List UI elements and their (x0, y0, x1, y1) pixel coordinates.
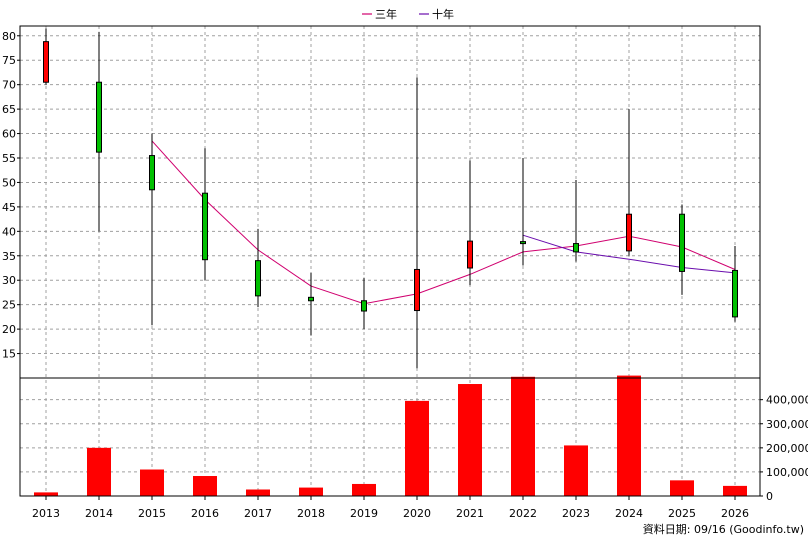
series-line (522, 234, 736, 274)
x-tick-label: 2020 (403, 507, 431, 520)
volume-bar (299, 487, 323, 496)
legend-label: 十年 (432, 7, 454, 21)
candle-body (732, 269, 738, 318)
candle-body (361, 300, 367, 312)
volume-bar (617, 375, 641, 496)
price-tick-label: 80 (2, 30, 16, 43)
x-tick-label: 2021 (456, 507, 484, 520)
candle-body (43, 41, 49, 83)
x-tick-label: 2013 (32, 507, 60, 520)
price-tick-label: 50 (2, 176, 16, 189)
price-tick-label: 75 (2, 54, 16, 67)
x-tick-label: 2018 (297, 507, 325, 520)
x-tick-label: 2023 (562, 507, 590, 520)
candle-body (520, 241, 526, 245)
volume-bar (511, 376, 535, 496)
candle-body (202, 192, 208, 261)
price-tick-label: 25 (2, 299, 16, 312)
candle-body (308, 296, 314, 302)
x-tick-label: 2019 (350, 507, 378, 520)
price-tick-label: 70 (2, 79, 16, 92)
candle-body (573, 243, 579, 253)
x-tick-label: 2022 (509, 507, 537, 520)
price-tick-label: 40 (2, 225, 16, 238)
series-line (151, 140, 736, 305)
price-tick-label: 45 (2, 201, 16, 214)
price-tick-label: 55 (2, 152, 16, 165)
candle-body (96, 81, 102, 153)
candle-body (255, 260, 261, 297)
x-tick-label: 2016 (191, 507, 219, 520)
x-tick-label: 2015 (138, 507, 166, 520)
x-tick-label: 2014 (85, 507, 113, 520)
axes: 15202530354045505560657075800100,000200,… (2, 25, 808, 520)
price-tick-label: 30 (2, 274, 16, 287)
price-panel-frame (19, 25, 761, 379)
volume-bar (670, 480, 694, 496)
candle-body (149, 155, 155, 191)
candlesticks (43, 28, 738, 369)
volume-panel-frame (19, 377, 761, 497)
price-tick-label: 20 (2, 323, 16, 336)
price-tick-label: 60 (2, 128, 16, 141)
x-tick-label: 2026 (721, 507, 749, 520)
volume-bar (723, 485, 747, 496)
volume-bar (246, 489, 270, 496)
candle-body (414, 268, 420, 312)
source-note: 資料日期: 09/16 (Goodinfo.tw) (643, 522, 804, 536)
volume-bar (458, 384, 482, 496)
price-tick-label: 65 (2, 103, 16, 116)
volume-tick-label: 100,000 (766, 466, 808, 479)
x-tick-label: 2025 (668, 507, 696, 520)
volume-tick-label: 400,000 (766, 394, 808, 407)
legend: 三年 十年 (362, 7, 454, 21)
volume-bar (352, 483, 376, 496)
candle-body (626, 213, 632, 252)
moving-average-lines (151, 140, 736, 305)
volume-tick-label: 200,000 (766, 442, 808, 455)
price-tick-label: 15 (2, 348, 16, 361)
volume-bar (140, 469, 164, 496)
candle-body (467, 240, 473, 269)
legend-label: 三年 (375, 7, 397, 21)
volume-tick-label: 0 (766, 490, 773, 503)
grid (20, 26, 760, 496)
volume-bars (34, 375, 747, 496)
x-tick-label: 2024 (615, 507, 643, 520)
volume-bar (193, 476, 217, 496)
candle-body (679, 213, 685, 272)
volume-bar (87, 447, 111, 496)
volume-bar (405, 400, 429, 496)
volume-tick-label: 300,000 (766, 418, 808, 431)
volume-bar (564, 445, 588, 496)
price-tick-label: 35 (2, 250, 16, 263)
volume-bar (34, 492, 58, 496)
x-tick-label: 2017 (244, 507, 272, 520)
